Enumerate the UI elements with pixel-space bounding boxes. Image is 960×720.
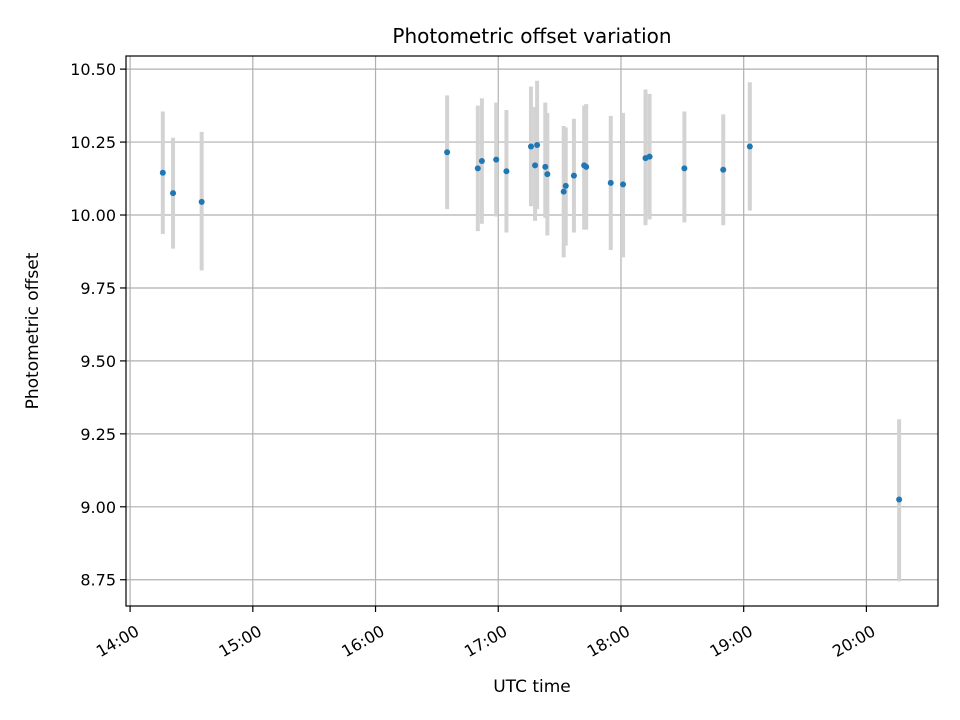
y-tick-label: 9.25	[80, 425, 116, 444]
y-tick-label: 9.00	[80, 498, 116, 517]
data-point	[681, 165, 688, 172]
y-axis-title: Photometric offset	[23, 252, 43, 409]
data-point	[534, 141, 541, 148]
data-point	[720, 166, 727, 173]
data-point	[570, 172, 577, 179]
chart-title: Photometric offset variation	[392, 24, 671, 48]
y-tick-label: 10.50	[70, 60, 116, 79]
data-points	[159, 141, 903, 503]
y-tick-label: 8.75	[80, 571, 116, 590]
data-point	[478, 158, 485, 165]
data-point	[544, 171, 551, 178]
data-point	[527, 143, 534, 150]
data-point	[620, 181, 627, 188]
data-point	[746, 143, 753, 150]
y-tick-label: 9.50	[80, 352, 116, 371]
data-point	[474, 165, 481, 172]
data-point	[532, 162, 539, 169]
y-tick-label: 10.25	[70, 133, 116, 152]
data-point	[560, 188, 567, 195]
data-point	[198, 198, 205, 205]
data-point	[646, 153, 653, 160]
data-point	[562, 182, 569, 189]
plot-area-frame	[125, 55, 939, 607]
data-point	[896, 496, 903, 503]
x-axis-title: UTC time	[493, 677, 571, 697]
data-point	[607, 179, 614, 186]
data-point	[444, 149, 451, 156]
data-point	[503, 168, 510, 175]
data-point	[542, 163, 549, 170]
y-tick-label: 9.75	[80, 279, 116, 298]
data-point	[170, 190, 177, 197]
data-point	[583, 163, 590, 170]
y-tick-label: 10.00	[70, 206, 116, 225]
data-point	[159, 169, 166, 176]
y-axis: 8.75 9.00 9.25 9.50 9.75 10.00 10.25 10.50	[70, 60, 126, 590]
data-point	[493, 156, 500, 163]
